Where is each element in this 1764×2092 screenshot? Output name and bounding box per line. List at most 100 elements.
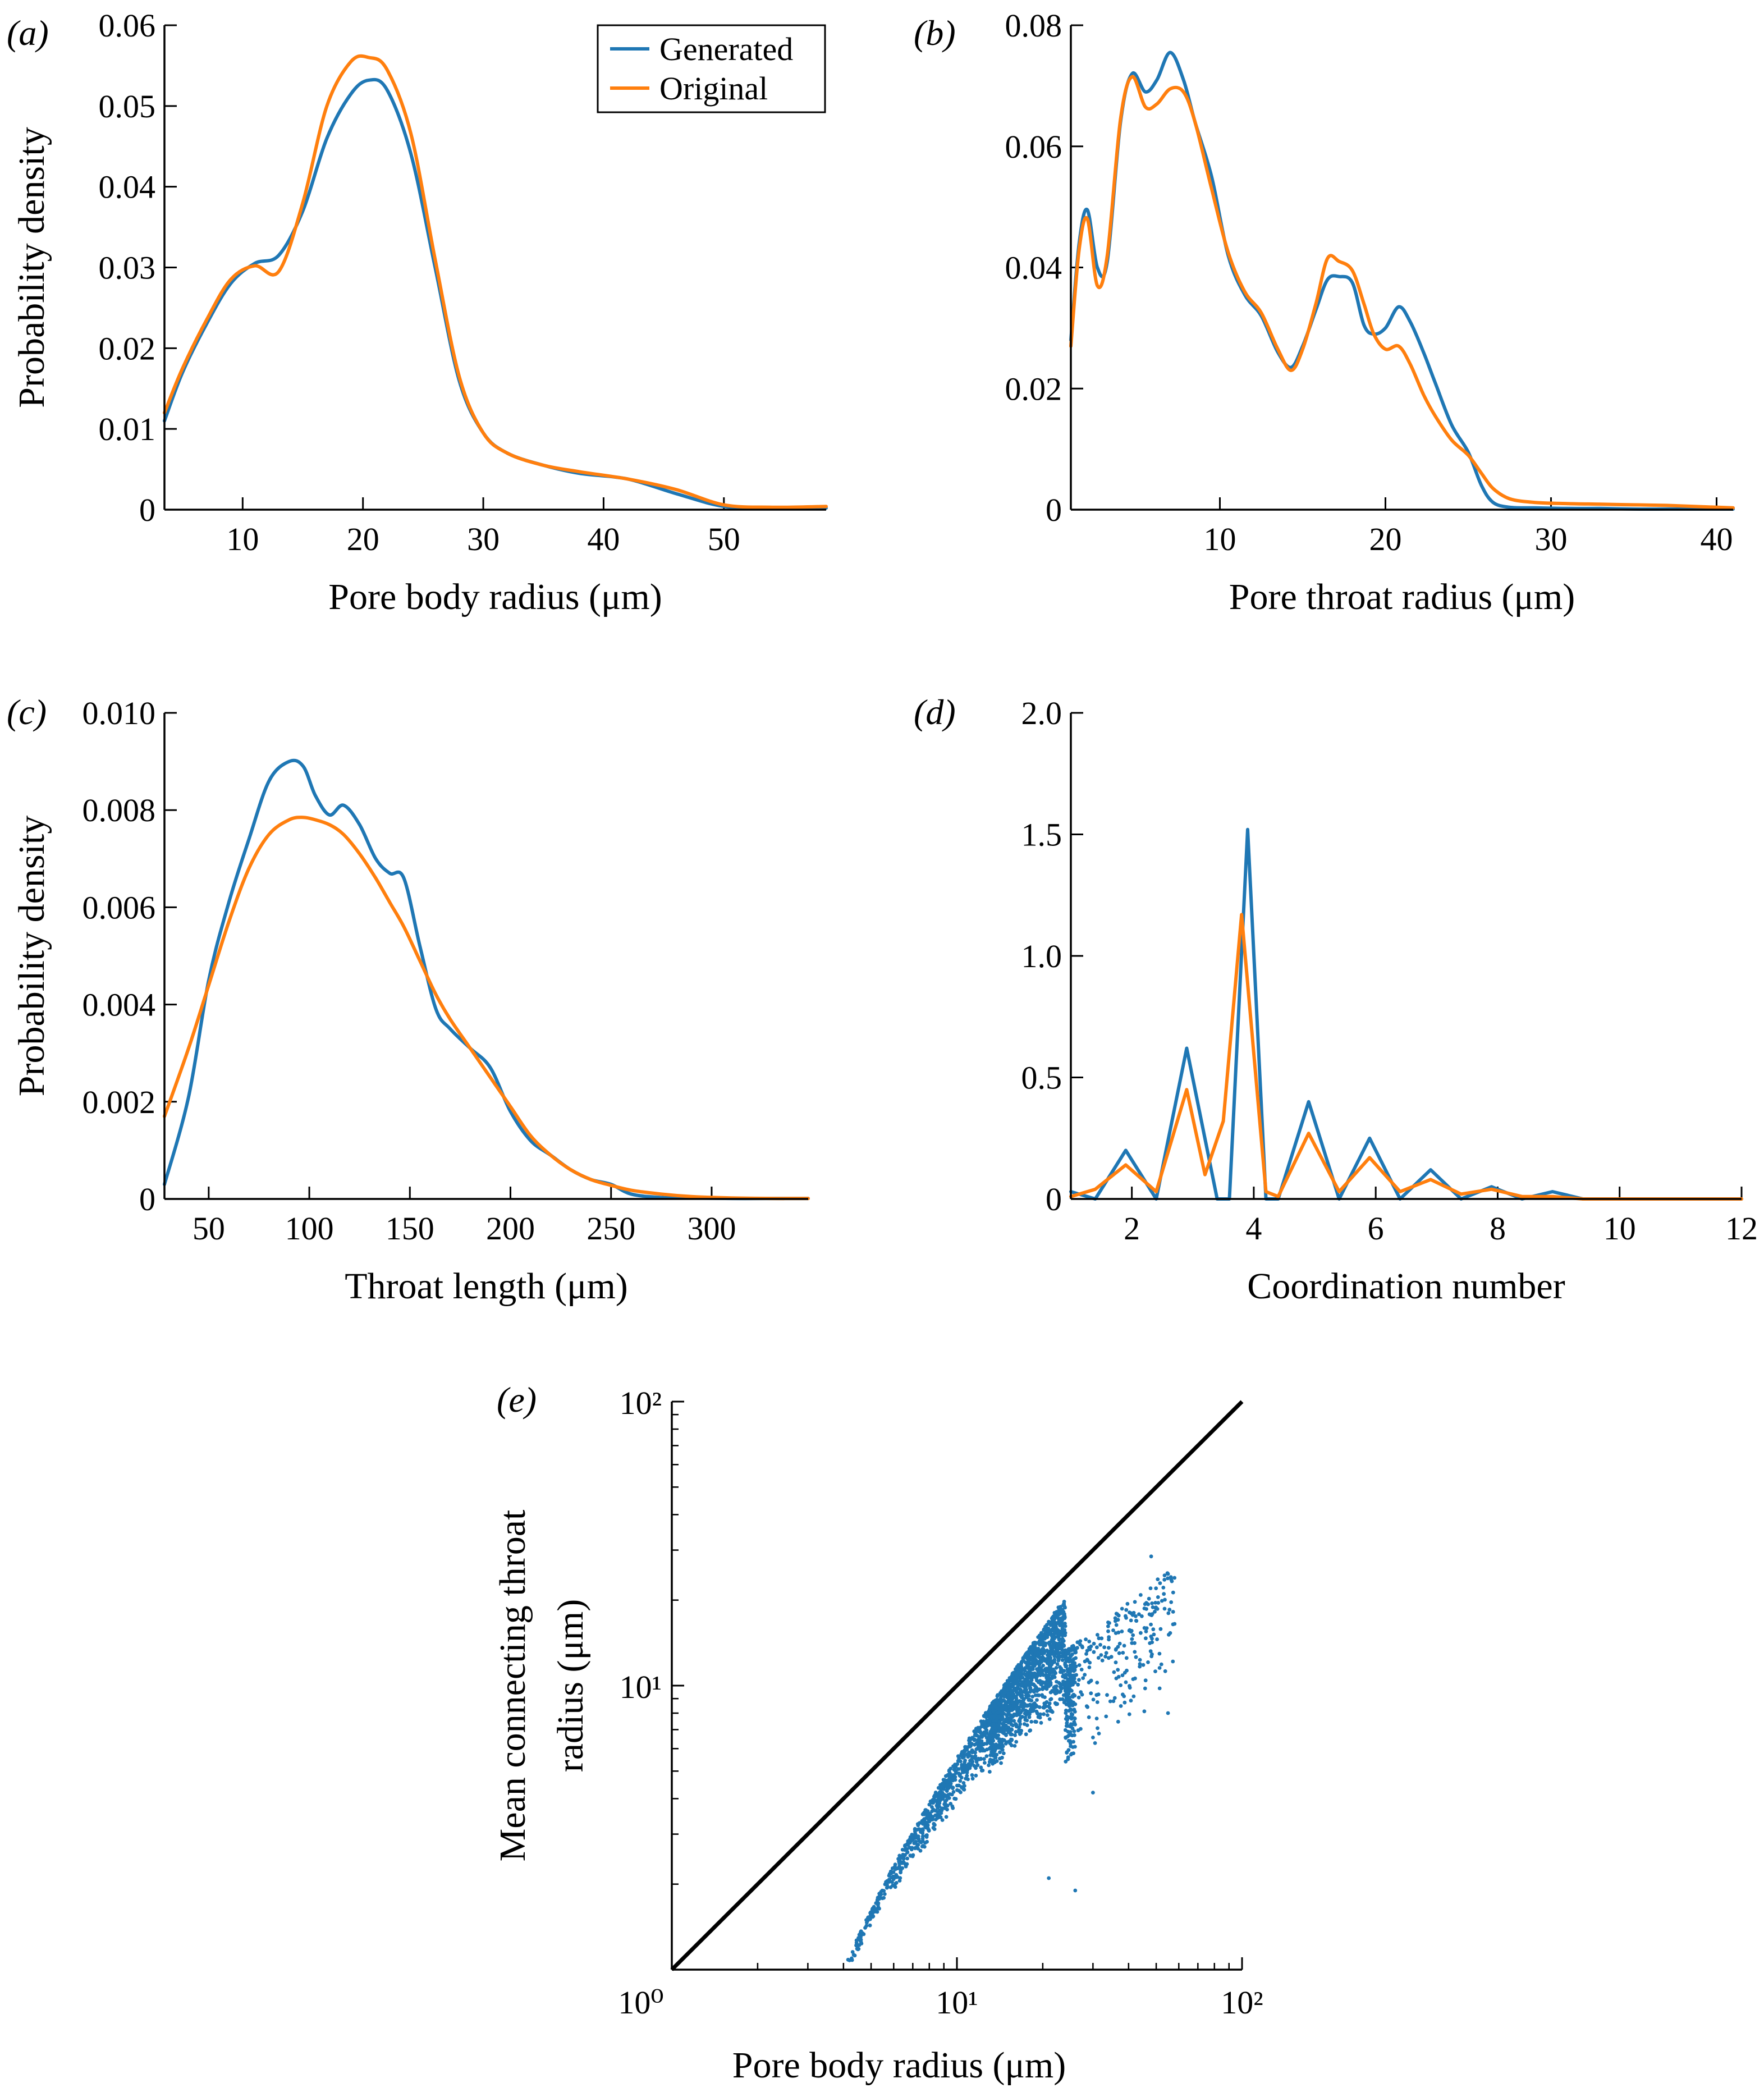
scatter-point — [1001, 1751, 1006, 1756]
x-tick-label: 4 — [1245, 1210, 1262, 1247]
scatter-point — [1087, 1640, 1092, 1644]
scatter-point — [957, 1754, 961, 1759]
scatter-point — [1015, 1713, 1019, 1718]
scatter-point — [1029, 1699, 1034, 1703]
scatter-point — [885, 1885, 889, 1890]
scatter-point — [998, 1741, 1002, 1746]
scatter-point — [1111, 1699, 1116, 1704]
scatter-point — [1029, 1678, 1034, 1682]
scatter-point — [983, 1720, 987, 1724]
scatter-point — [1092, 1650, 1096, 1654]
scatter-point — [1130, 1641, 1134, 1645]
scatter-point — [1028, 1686, 1033, 1690]
scatter-point — [1046, 1628, 1050, 1633]
scatter-point — [1066, 1697, 1070, 1702]
y-tick-label: 0 — [1046, 1181, 1062, 1217]
scatter-point — [970, 1773, 974, 1777]
scatter-point — [1012, 1676, 1016, 1681]
panel-b-chart: 0 0.02 0.04 0.06 0.08 10 20 30 40 Pore throat rad… — [914, 7, 1735, 617]
scatter-point — [1037, 1693, 1041, 1697]
scatter-point — [1074, 1656, 1078, 1660]
scatter-point — [1134, 1655, 1138, 1659]
scatter-point — [1139, 1631, 1143, 1635]
scatter-point — [1000, 1729, 1005, 1733]
scatter-point — [1122, 1644, 1126, 1648]
scatter-point — [1022, 1655, 1027, 1659]
panel-a-chart: 0 0.01 0.02 0.03 0.04 0.05 0.06 10 20 30 40 50 Pore … — [7, 7, 828, 617]
scatter-point — [1018, 1716, 1023, 1720]
scatter-point — [1108, 1699, 1112, 1704]
scatter-point — [1033, 1719, 1037, 1724]
y-tick-label: 0.010 — [83, 695, 156, 731]
y-tick-label: 0 — [139, 1181, 155, 1217]
scatter-point — [1045, 1649, 1049, 1652]
scatter-point — [1045, 1709, 1050, 1713]
scatter-point — [1038, 1659, 1042, 1664]
scatter-point — [940, 1818, 945, 1822]
panel-label: (e) — [497, 1380, 537, 1420]
scatter-point — [910, 1846, 914, 1850]
x-axis-label: Coordination number — [1247, 1266, 1565, 1307]
scatter-point — [1071, 1739, 1075, 1744]
y-axis-label: Probability density — [11, 127, 52, 408]
y-tick-label: 0.002 — [83, 1084, 156, 1120]
scatter-point — [1050, 1676, 1054, 1681]
scatter-point — [1060, 1648, 1064, 1652]
y-tick-label: 0.004 — [83, 987, 156, 1023]
scatter-point — [1046, 1675, 1051, 1679]
scatter-point — [1092, 1641, 1096, 1646]
scatter-point — [1057, 1641, 1061, 1646]
scatter-point — [1073, 1716, 1076, 1720]
scatter-point — [1114, 1623, 1119, 1627]
scatter-point — [963, 1759, 967, 1763]
scatter-point — [980, 1748, 985, 1753]
scatter-point — [1148, 1641, 1152, 1645]
scatter-point — [990, 1704, 995, 1709]
scatter-point — [1134, 1614, 1138, 1618]
scatter-point — [1075, 1640, 1080, 1645]
scatter-point — [1019, 1700, 1024, 1704]
x-axis-label: Pore throat radius (μm) — [1229, 576, 1575, 617]
scatter-point — [950, 1804, 955, 1809]
scatter-point — [962, 1787, 966, 1792]
scatter-point — [944, 1815, 949, 1819]
scatter-point — [1117, 1651, 1121, 1655]
scatter-point — [989, 1750, 993, 1754]
scatter-point — [960, 1786, 964, 1789]
scatter-point — [943, 1774, 948, 1778]
scatter-point — [979, 1719, 983, 1724]
scatter-point — [925, 1809, 930, 1814]
scatter-point — [979, 1765, 983, 1770]
scatter-point — [846, 1957, 850, 1962]
scatter-point — [1018, 1732, 1022, 1736]
panel-e-chart: 10⁰ 10¹ 10² 10¹ 10² Pore body radius (μm) Mean… — [492, 1380, 1263, 2086]
scatter-point — [976, 1728, 980, 1732]
scatter-point — [954, 1765, 958, 1769]
scatter-point — [1035, 1641, 1039, 1645]
scatter-point — [1043, 1659, 1047, 1663]
scatter-point — [1057, 1637, 1062, 1641]
scatter-point — [1061, 1693, 1066, 1697]
scatter-point — [1000, 1692, 1005, 1697]
scatter-point — [1063, 1624, 1067, 1628]
scatter-point — [970, 1736, 974, 1740]
scatter-point — [1064, 1657, 1069, 1661]
scatter-point — [1038, 1668, 1043, 1673]
scatter-point — [904, 1847, 908, 1851]
scatter-point — [1067, 1733, 1071, 1737]
y-tick-label: 0.06 — [99, 7, 156, 44]
scatter-point — [922, 1817, 927, 1821]
y-tick-label: 0 — [1046, 492, 1062, 528]
scatter-point — [1120, 1629, 1124, 1633]
scatter-point — [989, 1733, 994, 1737]
scatter-point — [932, 1795, 936, 1799]
scatter-point — [967, 1750, 972, 1755]
scatter-point — [1114, 1631, 1118, 1635]
scatter-point — [1150, 1612, 1154, 1616]
scatter-point — [1059, 1687, 1064, 1691]
scatter-point — [1153, 1609, 1157, 1614]
y-tick-label: 0.5 — [1021, 1060, 1062, 1096]
scatter-point — [1114, 1660, 1118, 1665]
scatter-point — [1104, 1714, 1108, 1719]
scatter-point — [983, 1726, 988, 1731]
